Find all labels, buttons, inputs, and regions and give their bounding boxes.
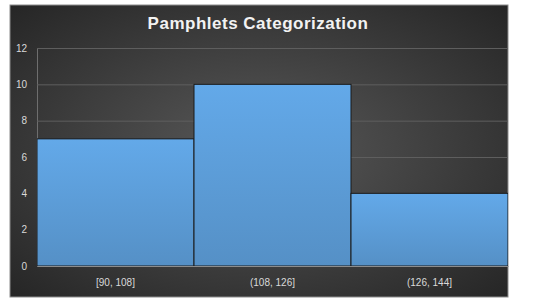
y-tick-label: 6 bbox=[21, 152, 27, 163]
bars bbox=[37, 84, 508, 266]
y-tick-label: 12 bbox=[16, 43, 28, 54]
y-tick-label: 10 bbox=[16, 79, 28, 90]
grid-line bbox=[37, 48, 508, 49]
chart-svg: 0 2 4 6 8 10 12 [90, 108] (108, 126] (126, 144] Pa… bbox=[0, 0, 551, 302]
y-tick: 12 bbox=[16, 43, 508, 54]
y-tick-label: 2 bbox=[21, 224, 27, 235]
grid-line bbox=[37, 266, 508, 267]
x-axis bbox=[38, 266, 509, 267]
y-axis: 0 2 4 6 8 10 12 bbox=[16, 43, 508, 272]
x-tick-label: (126, 144] bbox=[407, 277, 452, 288]
histogram-bar bbox=[194, 84, 351, 266]
x-tick-label: [90, 108] bbox=[96, 277, 135, 288]
histogram-bar bbox=[37, 139, 194, 266]
x-labels: [90, 108] (108, 126] (126, 144] bbox=[96, 277, 452, 288]
y-tick-label: 0 bbox=[21, 261, 27, 272]
x-tick-label: (108, 126] bbox=[250, 277, 295, 288]
x-axis-line bbox=[38, 266, 509, 267]
chart-background bbox=[10, 5, 508, 297]
y-tick-label: 4 bbox=[21, 188, 27, 199]
y-tick-label: 8 bbox=[21, 115, 27, 126]
chart-title: Pamphlets Categorization bbox=[148, 14, 369, 33]
plot-area: 0 2 4 6 8 10 12 [90, 108] (108, 126] (126, 144] bbox=[16, 43, 509, 288]
histogram-bar bbox=[351, 193, 508, 266]
